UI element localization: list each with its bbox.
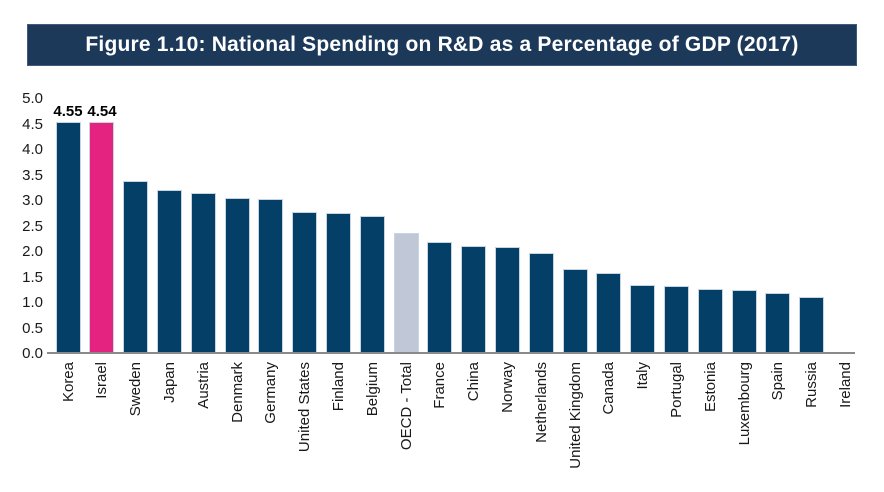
- y-tick-label: 2.0: [22, 243, 43, 260]
- x-category-label: Israel: [93, 362, 111, 399]
- x-category-label: United Kingdom: [566, 362, 584, 469]
- x-category-label: Germany: [262, 362, 280, 424]
- x-category-label: Norway: [498, 362, 516, 413]
- x-category-label: Canada: [600, 362, 618, 415]
- bar-portugal: [664, 286, 689, 354]
- bar-france: [427, 242, 452, 354]
- bar-russia: [799, 297, 824, 354]
- x-category-label: Luxembourg: [735, 362, 753, 446]
- bar-finland: [326, 213, 351, 354]
- y-tick-label: 3.0: [22, 192, 43, 209]
- x-category-label: Austria: [194, 362, 212, 409]
- x-category-label: Finland: [329, 362, 347, 412]
- x-category-label: Portugal: [667, 362, 685, 418]
- bar-japan: [157, 190, 182, 354]
- x-category-label: China: [465, 362, 483, 402]
- x-category-label: Belgium: [363, 362, 381, 417]
- y-tick-label: 0.5: [22, 319, 43, 337]
- figure-title-banner: Figure 1.10: National Spending on R&D as…: [27, 24, 857, 66]
- x-category-label: Denmark: [228, 362, 246, 423]
- y-tick-label: 0.0: [22, 345, 43, 362]
- y-tick-label: 1.0: [22, 294, 43, 311]
- bar-oecd-total: [394, 233, 419, 354]
- x-category-label: Estonia: [701, 362, 719, 413]
- bar-denmark: [225, 198, 250, 354]
- bar-netherlands: [529, 253, 554, 354]
- x-category-label: Sweden: [127, 362, 145, 417]
- y-tick-label: 1.5: [22, 268, 43, 286]
- bar-israel: [89, 122, 114, 354]
- bar-luxembourg: [732, 290, 757, 354]
- bar-italy: [630, 285, 655, 354]
- y-tick-label: 5.0: [22, 90, 43, 107]
- x-category-label: France: [431, 362, 449, 409]
- bar-austria: [191, 193, 216, 354]
- bar-value-label: 4.55: [53, 103, 83, 120]
- x-category-label: Japan: [160, 362, 178, 403]
- bar-china: [461, 246, 486, 354]
- y-tick-label: 2.5: [22, 217, 43, 235]
- bar-united-kingdom: [563, 269, 588, 354]
- bar-united-states: [292, 212, 317, 354]
- figure-title: Figure 1.10: National Spending on R&D as…: [85, 33, 799, 56]
- bar-spain: [765, 293, 790, 354]
- bar-sweden: [123, 181, 148, 354]
- x-category-label: Netherlands: [532, 362, 550, 443]
- x-category-label: Korea: [59, 362, 77, 403]
- x-category-label: Ireland: [836, 362, 854, 408]
- bar-belgium: [360, 216, 385, 354]
- x-axis-line: [47, 352, 855, 354]
- y-tick-label: 3.5: [22, 166, 43, 184]
- bar-germany: [258, 199, 283, 354]
- bar-value-label: 4.54: [87, 103, 117, 120]
- x-category-label: Italy: [634, 362, 652, 390]
- bar-estonia: [698, 289, 723, 354]
- bar-norway: [495, 247, 520, 354]
- x-category-label: Russia: [803, 362, 821, 408]
- bar-canada: [596, 273, 621, 354]
- x-category-label: Spain: [769, 362, 787, 401]
- bar-korea: [56, 122, 81, 354]
- x-category-label: OECD - Total: [397, 362, 415, 451]
- y-tick-label: 4.0: [22, 141, 43, 158]
- y-tick-label: 4.5: [22, 115, 43, 133]
- x-category-label: United States: [296, 362, 314, 453]
